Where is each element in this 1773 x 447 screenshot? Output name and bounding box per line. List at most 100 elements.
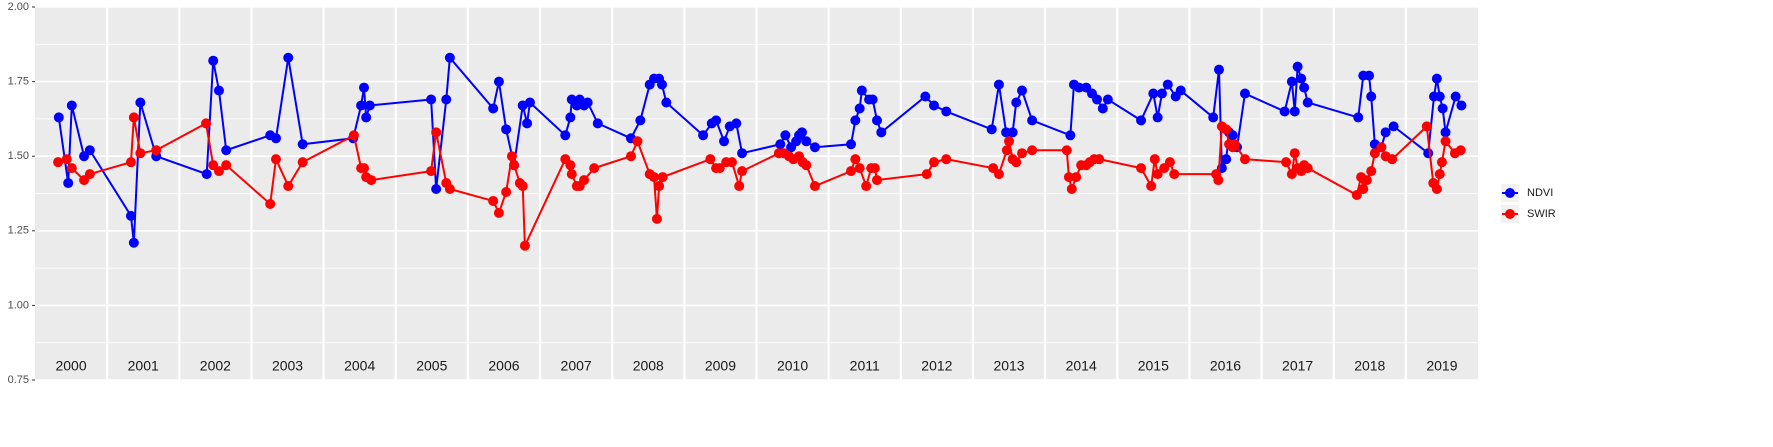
data-point <box>221 160 232 171</box>
data-point <box>1146 181 1157 192</box>
data-point <box>1423 148 1434 159</box>
data-point <box>135 148 146 159</box>
data-point <box>1229 139 1240 150</box>
y-tick-label: 2.00 <box>8 1 29 13</box>
data-point <box>1431 184 1442 195</box>
data-point <box>941 106 952 117</box>
data-point <box>625 151 636 162</box>
data-point <box>1136 163 1147 174</box>
data-point <box>1369 148 1380 159</box>
legend-key-point <box>1505 209 1515 219</box>
data-point <box>213 166 224 177</box>
data-point <box>869 163 880 174</box>
y-tick-label: 1.25 <box>8 225 29 237</box>
data-point <box>1353 112 1364 123</box>
data-point <box>501 124 512 135</box>
data-point <box>1221 154 1232 165</box>
x-tick-label: 2010 <box>777 358 808 374</box>
data-point <box>698 130 709 141</box>
data-point <box>1376 142 1387 153</box>
data-point <box>1136 115 1147 126</box>
data-point <box>1221 124 1232 135</box>
data-point <box>1164 157 1175 168</box>
data-point <box>1065 130 1076 141</box>
data-point <box>524 97 535 108</box>
data-point <box>1437 103 1448 114</box>
data-point <box>1227 130 1238 141</box>
data-point <box>1358 184 1369 195</box>
data-point <box>488 195 499 206</box>
data-point <box>1071 172 1082 183</box>
data-point <box>431 184 442 195</box>
data-point <box>270 154 281 165</box>
data-point <box>1027 145 1038 156</box>
data-point <box>850 154 861 165</box>
data-point <box>1361 175 1372 186</box>
data-point <box>356 100 367 111</box>
data-point <box>809 181 820 192</box>
data-point <box>364 100 375 111</box>
data-point <box>128 237 139 248</box>
data-point <box>565 112 576 123</box>
data-point <box>208 55 219 66</box>
data-point <box>854 103 865 114</box>
data-point <box>53 112 64 123</box>
data-point <box>63 178 74 189</box>
x-tick-label: 2016 <box>1210 358 1241 374</box>
x-tick-label: 2019 <box>1426 358 1457 374</box>
data-point <box>1208 112 1219 123</box>
data-point <box>1286 76 1297 87</box>
data-point <box>1092 94 1103 105</box>
data-point <box>1007 127 1018 138</box>
legend-label: SWIR <box>1527 208 1556 220</box>
data-point <box>1156 88 1167 99</box>
data-point <box>1364 70 1375 81</box>
data-point <box>1094 154 1105 165</box>
data-point <box>1289 148 1300 159</box>
data-point <box>801 160 812 171</box>
data-point <box>1292 61 1303 72</box>
data-point <box>1279 106 1290 117</box>
data-point <box>1431 73 1442 84</box>
data-point <box>928 100 939 111</box>
data-point <box>651 213 662 224</box>
data-point <box>850 115 861 126</box>
data-point <box>426 94 437 105</box>
data-point <box>1011 97 1022 108</box>
data-point <box>592 118 603 129</box>
data-point <box>1456 100 1467 111</box>
data-point <box>719 136 730 147</box>
data-point <box>1063 172 1074 183</box>
data-point <box>201 169 212 180</box>
data-point <box>856 85 867 96</box>
data-point <box>522 118 533 129</box>
data-point <box>1239 154 1250 165</box>
x-tick-label: 2018 <box>1354 358 1385 374</box>
data-point <box>221 145 232 156</box>
data-point <box>1004 136 1015 147</box>
x-tick-label: 2007 <box>561 358 592 374</box>
data-point <box>1436 157 1447 168</box>
x-tick-label: 2017 <box>1282 358 1313 374</box>
y-tick-label: 1.00 <box>8 299 29 311</box>
data-point <box>66 100 77 111</box>
data-point <box>283 181 294 192</box>
x-tick-label: 2003 <box>272 358 303 374</box>
data-point <box>151 145 162 156</box>
data-point <box>366 175 377 186</box>
data-point <box>1148 88 1159 99</box>
data-point <box>1434 169 1445 180</box>
data-point <box>1366 166 1377 177</box>
data-point <box>84 169 95 180</box>
data-point <box>731 118 742 129</box>
data-point <box>1281 157 1292 168</box>
data-point <box>1061 145 1072 156</box>
data-point <box>726 157 737 168</box>
data-point <box>801 136 812 147</box>
data-point <box>426 166 437 177</box>
data-point <box>1102 94 1113 105</box>
data-point <box>854 163 865 174</box>
data-point <box>200 118 211 129</box>
data-point <box>283 52 294 63</box>
